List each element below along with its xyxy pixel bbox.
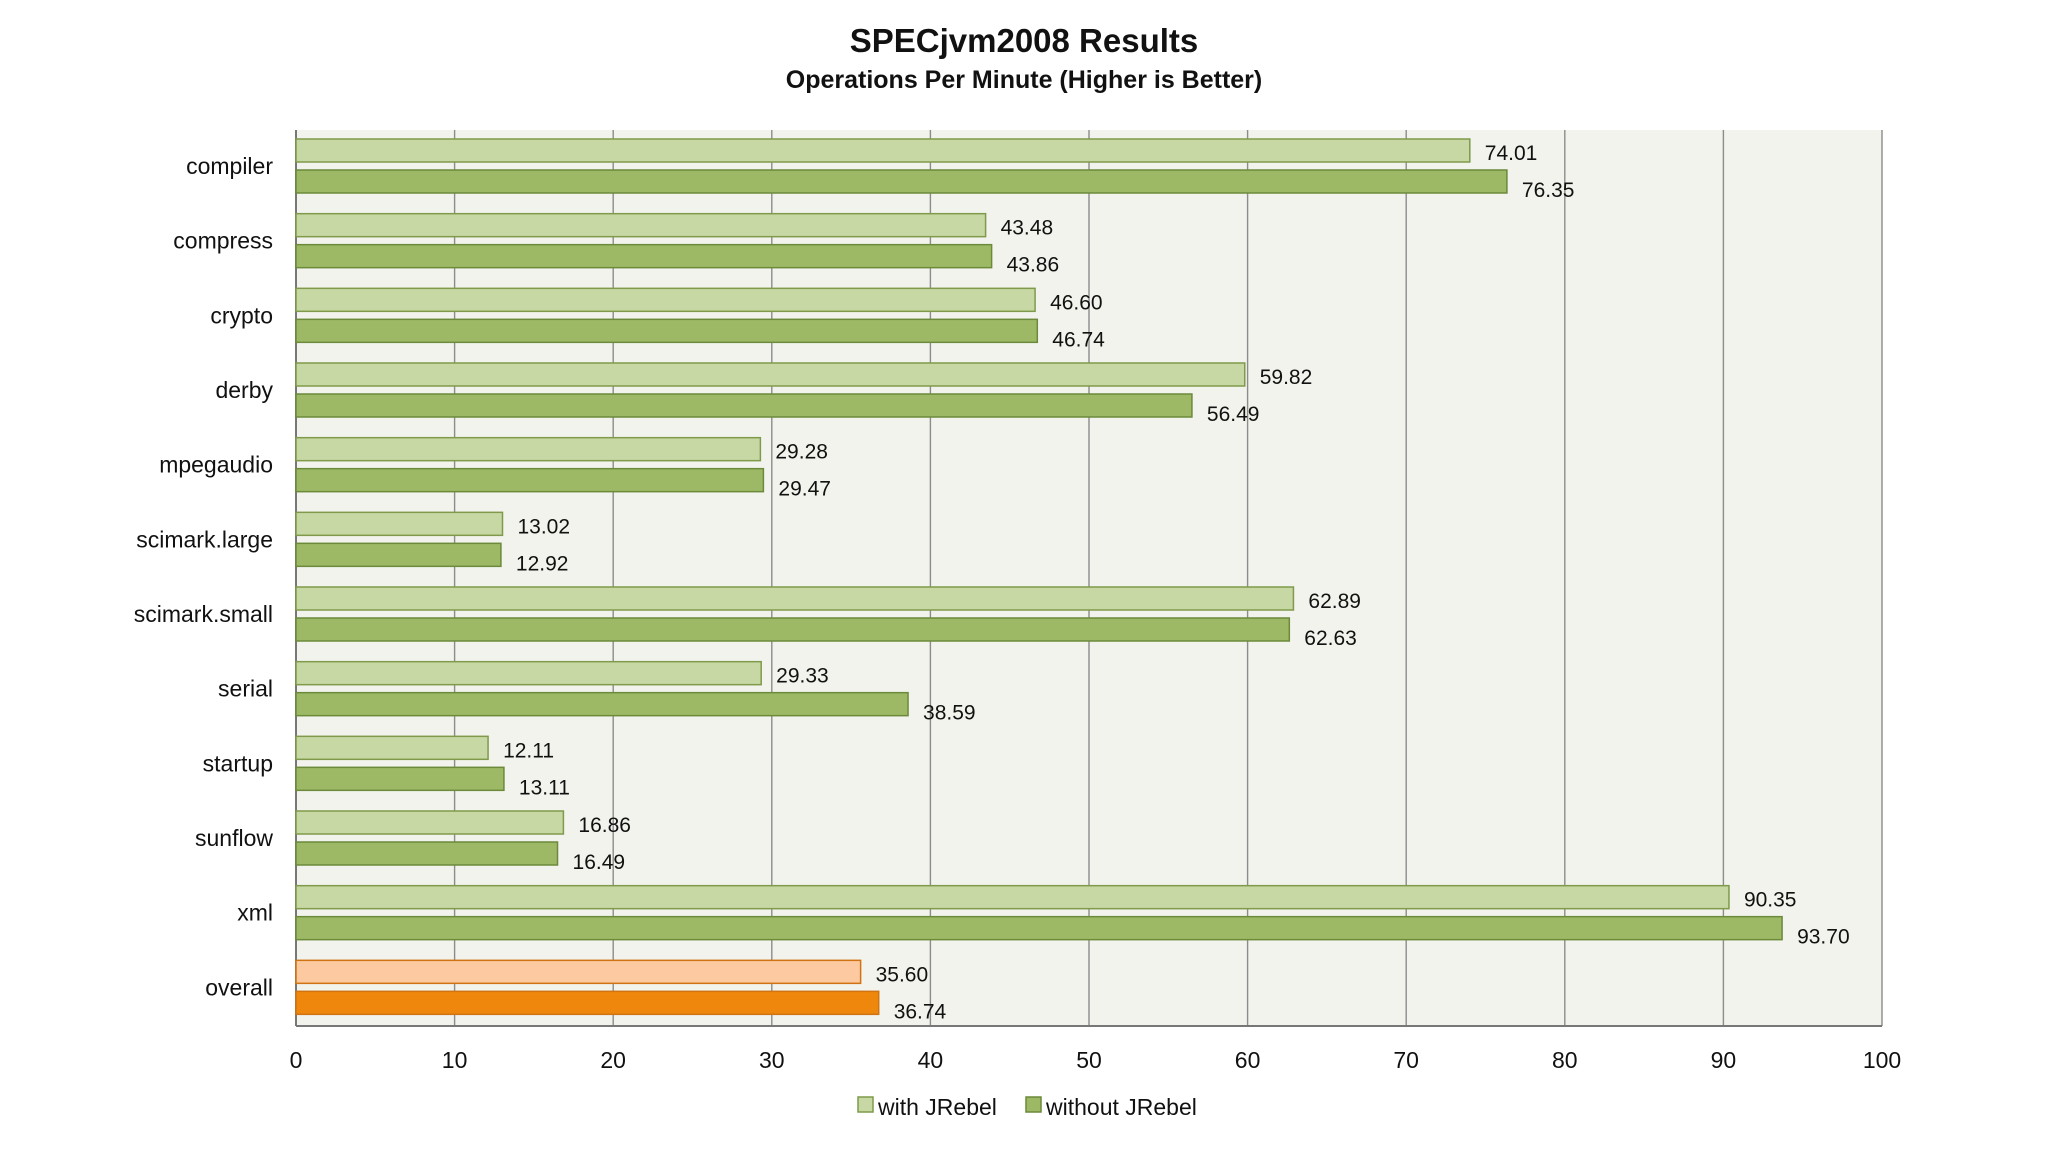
data-label: 46.74 <box>1052 328 1105 351</box>
data-label: 16.86 <box>578 814 631 837</box>
category-label: xml <box>237 900 273 926</box>
category-label: crypto <box>210 302 273 328</box>
category-label: overall <box>205 974 273 1000</box>
bar-with-jrebel <box>295 436 762 462</box>
bar-without-jrebel <box>295 990 880 1016</box>
category-label: scimark.small <box>134 601 273 627</box>
data-label: 13.02 <box>517 515 570 538</box>
data-label: 16.49 <box>573 851 626 874</box>
category-label: scimark.large <box>136 526 273 552</box>
data-label: 62.63 <box>1304 627 1357 650</box>
bar-with-jrebel <box>295 362 1246 387</box>
bar-without-jrebel <box>295 691 909 717</box>
legend-label-with-jrebel: with JRebel <box>877 1094 997 1120</box>
bar-without-jrebel <box>295 617 1291 642</box>
data-label: 29.47 <box>778 478 831 501</box>
data-label: 74.01 <box>1485 142 1538 165</box>
bar-without-jrebel <box>295 318 1039 344</box>
data-label: 46.60 <box>1050 291 1103 314</box>
bar-without-jrebel <box>295 243 993 269</box>
x-tick-label: 0 <box>290 1047 303 1073</box>
data-label: 56.49 <box>1207 403 1260 426</box>
bar-with-jrebel <box>295 138 1471 163</box>
bar-without-jrebel <box>295 169 1508 194</box>
bar-without-jrebel <box>295 393 1193 418</box>
bar-with-jrebel <box>295 287 1036 313</box>
category-label: derby <box>215 377 273 403</box>
data-label: 36.74 <box>894 1000 947 1023</box>
bar-with-jrebel <box>295 586 1295 611</box>
data-label: 12.11 <box>503 739 554 762</box>
bar-without-jrebel <box>295 915 1783 941</box>
x-tick-label: 70 <box>1393 1047 1419 1073</box>
x-tick-label: 20 <box>600 1047 626 1073</box>
bar-without-jrebel <box>295 467 765 493</box>
data-label: 35.60 <box>876 963 929 986</box>
x-tick-label: 40 <box>918 1047 944 1073</box>
legend-swatch-with-jrebel <box>857 1096 874 1113</box>
data-label: 12.92 <box>516 552 569 575</box>
category-label: mpegaudio <box>159 452 273 478</box>
bar-with-jrebel <box>295 735 489 761</box>
chart-subtitle: Operations Per Minute (Higher is Better) <box>785 66 1263 94</box>
x-tick-label: 50 <box>1076 1047 1102 1073</box>
data-label: 76.35 <box>1522 179 1575 202</box>
x-tick-label: 30 <box>759 1047 785 1073</box>
x-tick-label: 10 <box>442 1047 468 1073</box>
category-label: serial <box>218 676 273 702</box>
data-label: 59.82 <box>1260 366 1313 389</box>
x-tick-label: 80 <box>1552 1047 1578 1073</box>
data-label: 29.33 <box>776 665 829 688</box>
chart-title: SPECjvm2008 Results <box>849 22 1199 59</box>
x-tick-label: 100 <box>1863 1047 1901 1073</box>
data-label: 29.28 <box>775 441 828 464</box>
category-label: sunflow <box>195 825 273 851</box>
data-label: 62.89 <box>1308 590 1361 613</box>
bar-with-jrebel <box>295 660 762 686</box>
bar-without-jrebel <box>295 542 502 568</box>
data-label: 13.11 <box>519 776 570 799</box>
data-label: 90.35 <box>1744 889 1797 912</box>
bar-with-jrebel <box>295 810 565 835</box>
legend-label-without-jrebel: without JRebel <box>1045 1094 1197 1120</box>
bar-with-jrebel <box>295 884 1730 910</box>
bar-with-jrebel <box>295 212 987 238</box>
bar-with-jrebel <box>295 511 504 537</box>
data-label: 38.59 <box>923 702 976 725</box>
legend-swatch-without-jrebel <box>1025 1096 1042 1113</box>
data-label: 43.86 <box>1007 254 1060 277</box>
bar-with-jrebel <box>295 959 862 985</box>
category-label: startup <box>203 750 273 776</box>
data-label: 93.70 <box>1797 926 1850 949</box>
category-label: compiler <box>186 153 273 179</box>
data-label: 43.48 <box>1001 217 1054 240</box>
bar-without-jrebel <box>295 766 505 792</box>
x-tick-label: 90 <box>1711 1047 1737 1073</box>
category-label: compress <box>173 228 273 254</box>
bar-without-jrebel <box>295 841 559 866</box>
x-tick-label: 60 <box>1235 1047 1261 1073</box>
